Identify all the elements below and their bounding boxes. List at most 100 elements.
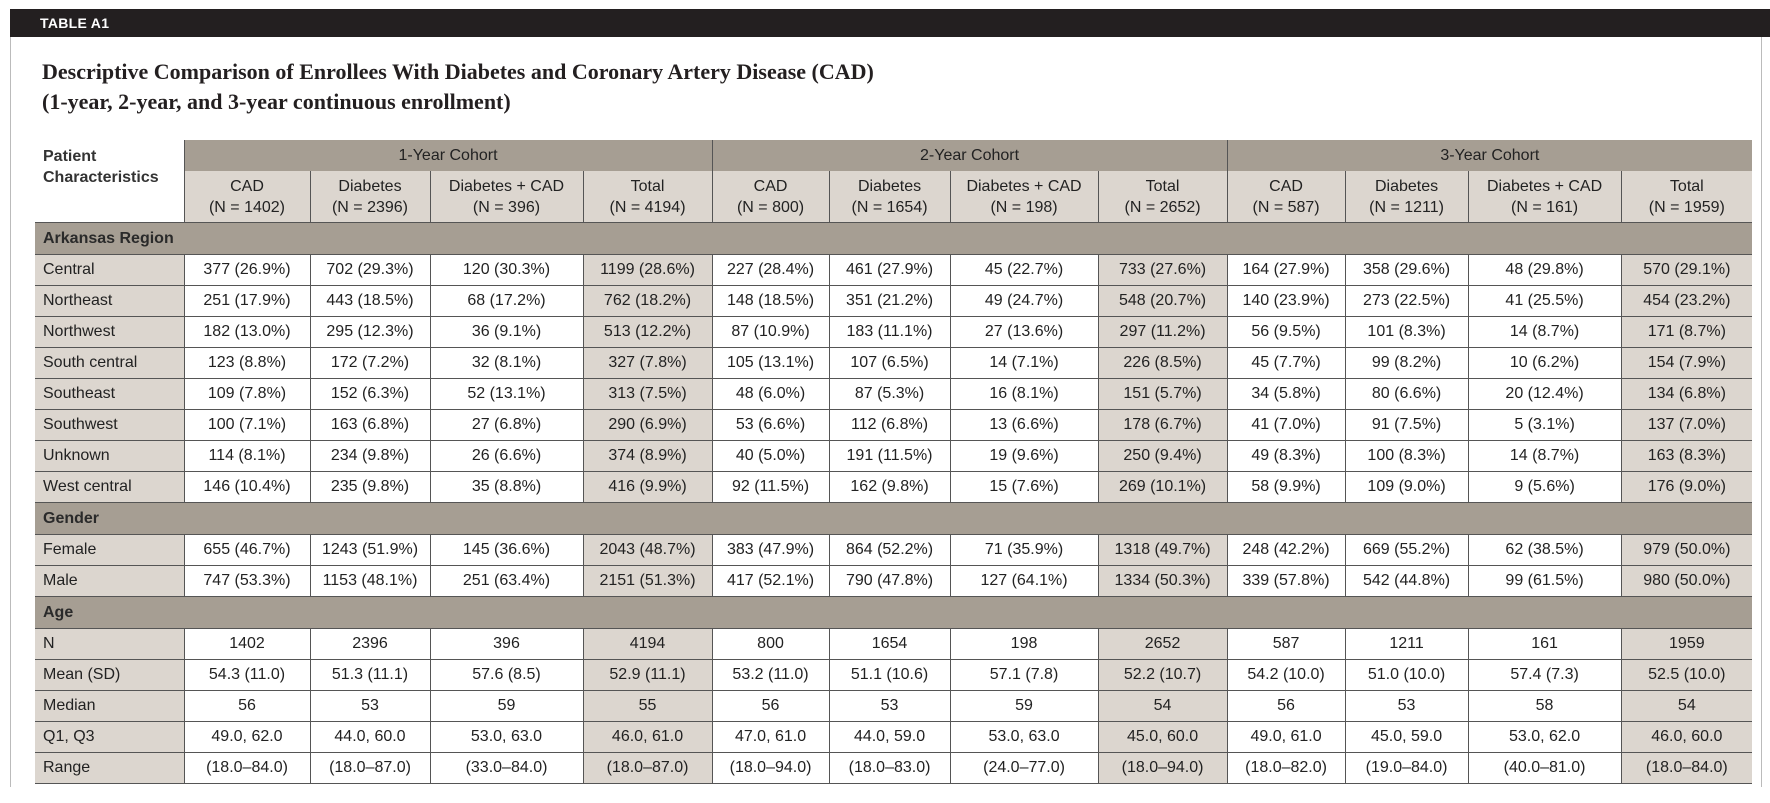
table-cell: 13 (6.6%)	[949, 409, 1099, 441]
group-header-line: Diabetes + CAD	[448, 177, 565, 195]
table-row: South central 123 (8.8%) 172 (7.2%) 32 (8.1…	[35, 347, 1753, 379]
table-cell: 112 (6.8%)	[828, 409, 951, 441]
table-cell: 273 (22.5%)	[1344, 285, 1469, 317]
group-header-line: (N = 1211)	[1369, 198, 1444, 216]
table-cell: 120 (30.3%)	[429, 254, 584, 286]
group-header-line: Diabetes	[1374, 177, 1439, 195]
table-cell: 87 (10.9%)	[711, 316, 830, 348]
table-cell: 161	[1467, 628, 1622, 660]
table-cell: 49.0, 61.0	[1226, 721, 1346, 753]
group-column-header: Diabetes + CAD (N = 198)	[949, 171, 1099, 223]
table-cell: 100 (8.3%)	[1344, 440, 1469, 472]
table-cell: 101 (8.3%)	[1344, 316, 1469, 348]
row-label: N	[35, 628, 185, 660]
table-cell: 53.0, 63.0	[429, 721, 584, 753]
table-cell: 327 (7.8%)	[582, 347, 713, 379]
table-cell: 1402	[183, 628, 311, 660]
table-cell: 99 (8.2%)	[1344, 347, 1469, 379]
row-label: Central	[35, 254, 185, 286]
table-cell: 41 (25.5%)	[1467, 285, 1622, 317]
table-cell: 146 (10.4%)	[183, 471, 311, 503]
table-cell: 45 (7.7%)	[1226, 347, 1346, 379]
table-cell: 109 (7.8%)	[183, 378, 311, 410]
table-cell: 45.0, 59.0	[1344, 721, 1469, 753]
table-row: Male 747 (53.3%) 1153 (48.1%) 251 (63.4%) 21…	[35, 565, 1753, 597]
group-header-line: Total	[630, 177, 665, 195]
row-label: Mean (SD)	[35, 659, 185, 691]
section-label: Age	[35, 596, 1753, 629]
table-cell: 52.2 (10.7)	[1097, 659, 1228, 691]
table-cell: 383 (47.9%)	[711, 534, 830, 566]
table-cell: 339 (57.8%)	[1226, 565, 1346, 597]
table-cell: 182 (13.0%)	[183, 316, 311, 348]
table-cell: 57.1 (7.8)	[949, 659, 1099, 691]
table-cell: 53 (6.6%)	[711, 409, 830, 441]
group-header-line: (N = 161)	[1510, 198, 1579, 216]
table-cell: 53	[1344, 690, 1469, 722]
group-header-line: CAD	[753, 177, 788, 195]
table-cell: 295 (12.3%)	[309, 316, 431, 348]
cohort-header: 1-Year Cohort	[183, 140, 713, 171]
table-cell: 14 (7.1%)	[949, 347, 1099, 379]
group-header-line: (N = 1402)	[208, 198, 286, 216]
table-cell: (18.0–83.0)	[828, 752, 951, 784]
table-cell: 36 (9.1%)	[429, 316, 584, 348]
group-column-header: CAD (N = 587)	[1226, 171, 1346, 223]
table-cell: 71 (35.9%)	[949, 534, 1099, 566]
table-cell: 56	[711, 690, 830, 722]
table-cell: 53	[309, 690, 431, 722]
row-label: West central	[35, 471, 185, 503]
table-row: Southwest 100 (7.1%) 163 (6.8%) 27 (6.8%) 29…	[35, 409, 1753, 441]
group-column-header: CAD (N = 1402)	[183, 171, 310, 223]
table-cell: 513 (12.2%)	[582, 316, 713, 348]
table-cell: 14 (8.7%)	[1467, 440, 1622, 472]
table-cell: 48 (29.8%)	[1467, 254, 1622, 286]
table-cell: 172 (7.2%)	[309, 347, 431, 379]
table-cell: 16 (8.1%)	[949, 378, 1099, 410]
table-cell: 191 (11.5%)	[828, 440, 951, 472]
table-cell: 47.0, 61.0	[711, 721, 830, 753]
table-cell: 358 (29.6%)	[1344, 254, 1469, 286]
table-row: Unknown 114 (8.1%) 234 (9.8%) 26 (6.6%) 374 …	[35, 440, 1753, 472]
table-cell: 27 (6.8%)	[429, 409, 584, 441]
table-cell: 269 (10.1%)	[1097, 471, 1228, 503]
row-label: Female	[35, 534, 185, 566]
table-cell: (18.0–84.0)	[1620, 752, 1753, 784]
row-label: Northeast	[35, 285, 185, 317]
group-header-line: Total	[1669, 177, 1704, 195]
section-header-row: Arkansas Region	[35, 222, 1753, 255]
row-label: Unknown	[35, 440, 185, 472]
group-header-line: (N = 2652)	[1124, 198, 1201, 216]
table-cell: 19 (9.6%)	[949, 440, 1099, 472]
table-cell: 234 (9.8%)	[309, 440, 431, 472]
group-column-header: Total (N = 1959)	[1620, 171, 1753, 223]
table-cell: 15 (7.6%)	[949, 471, 1099, 503]
table-cell: 1153 (48.1%)	[309, 565, 431, 597]
table-cell: 58 (9.9%)	[1226, 471, 1346, 503]
table-cell: 864 (52.2%)	[828, 534, 951, 566]
table-cell: 443 (18.5%)	[309, 285, 431, 317]
table-cell: 5 (3.1%)	[1467, 409, 1622, 441]
table-cell: 140 (23.9%)	[1226, 285, 1346, 317]
table-cell: 49 (8.3%)	[1226, 440, 1346, 472]
table-cell: 54.2 (10.0)	[1226, 659, 1346, 691]
table-cell: 980 (50.0%)	[1620, 565, 1753, 597]
table-row: Central 377 (26.9%) 702 (29.3%) 120 (30.3%)…	[35, 254, 1753, 286]
cohort-header: 3-Year Cohort	[1226, 140, 1753, 171]
table-row: Northeast 251 (17.9%) 443 (18.5%) 68 (17.2%…	[35, 285, 1753, 317]
table-cell: 9 (5.6%)	[1467, 471, 1622, 503]
group-header-line: (N = 2396)	[331, 198, 409, 216]
table-cell: 68 (17.2%)	[429, 285, 584, 317]
table-label: TABLE A1	[40, 15, 110, 31]
table-cell: 790 (47.8%)	[828, 565, 951, 597]
table-cell: 53	[828, 690, 951, 722]
table-cell: 461 (27.9%)	[828, 254, 951, 286]
group-column-header: CAD (N = 800)	[711, 171, 830, 223]
table-cell: (18.0–87.0)	[582, 752, 713, 784]
table-cell: (18.0–82.0)	[1226, 752, 1346, 784]
table-cell: 251 (63.4%)	[429, 565, 584, 597]
table-cell: 91 (7.5%)	[1344, 409, 1469, 441]
table-cell: 176 (9.0%)	[1620, 471, 1753, 503]
table-cell: 377 (26.9%)	[183, 254, 311, 286]
table-cell: 226 (8.5%)	[1097, 347, 1228, 379]
